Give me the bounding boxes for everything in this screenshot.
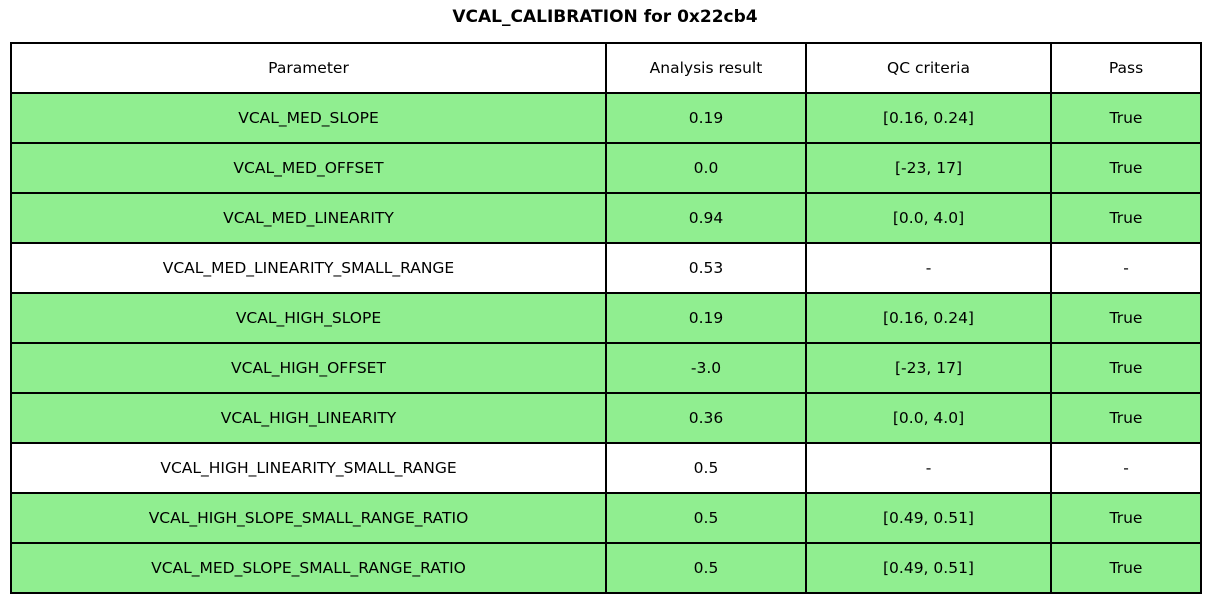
table-row: VCAL_MED_LINEARITY_SMALL_RANGE 0.53- -	[10, 242, 1202, 294]
table-row: VCAL_MED_LINEARITY 0.94 [0.0, 4.0] True	[10, 192, 1202, 244]
table-row: VCAL_MED_SLOPE_SMALL_RANGE_RATIO 0.5 [0.49…	[10, 542, 1202, 594]
analysis-result-cell: 0.19	[605, 92, 807, 144]
qc-criteria-cell: -	[805, 442, 1052, 494]
table-row: VCAL_HIGH_SLOPE_SMALL_RANGE_RATIO 0.5 [0.4…	[10, 492, 1202, 544]
qc-criteria-cell: -	[805, 242, 1052, 294]
analysis-result-cell: 0.5	[605, 542, 807, 594]
analysis-result-cell: -3.0	[605, 342, 807, 394]
qc-results-table: Parameter Analysis result QC criteria Pa…	[10, 42, 1202, 594]
table-body: VCAL_MED_SLOPE 0.19 [0.16, 0.24] True VCAL_M…	[10, 92, 1202, 594]
header-row: Parameter Analysis result QC criteria Pa…	[10, 42, 1202, 94]
parameter-cell: VCAL_MED_SLOPE	[10, 92, 607, 144]
column-header-parameter: Parameter	[10, 42, 607, 94]
table-row: VCAL_MED_OFFSET 0.0 [-23, 17] True	[10, 142, 1202, 194]
pass-cell: True	[1050, 392, 1202, 444]
analysis-result-cell: 0.5	[605, 492, 807, 544]
parameter-cell: VCAL_HIGH_SLOPE_SMALL_RANGE_RATIO	[10, 492, 607, 544]
pass-cell: True	[1050, 92, 1202, 144]
table-header: Parameter Analysis result QC criteria Pa…	[10, 42, 1202, 94]
pass-cell: True	[1050, 142, 1202, 194]
pass-cell: True	[1050, 542, 1202, 594]
parameter-cell: VCAL_MED_LINEARITY_SMALL_RANGE	[10, 242, 607, 294]
qc-criteria-cell: [0.16, 0.24]	[805, 92, 1052, 144]
table-row: VCAL_HIGH_LINEARITY_SMALL_RANGE 0.5- -	[10, 442, 1202, 494]
column-header-qc-criteria: QC criteria	[805, 42, 1052, 94]
qc-criteria-cell: [-23, 17]	[805, 142, 1052, 194]
parameter-cell: VCAL_MED_SLOPE_SMALL_RANGE_RATIO	[10, 542, 607, 594]
pass-cell: True	[1050, 492, 1202, 544]
parameter-cell: VCAL_HIGH_LINEARITY_SMALL_RANGE	[10, 442, 607, 494]
table-row: VCAL_HIGH_SLOPE 0.19 [0.16, 0.24] True	[10, 292, 1202, 344]
qc-criteria-cell: [0.49, 0.51]	[805, 492, 1052, 544]
table-row: VCAL_MED_SLOPE 0.19 [0.16, 0.24] True	[10, 92, 1202, 144]
qc-criteria-cell: [0.49, 0.51]	[805, 542, 1052, 594]
analysis-result-cell: 0.53	[605, 242, 807, 294]
pass-cell: -	[1050, 242, 1202, 294]
parameter-cell: VCAL_MED_OFFSET	[10, 142, 607, 194]
parameter-cell: VCAL_HIGH_OFFSET	[10, 342, 607, 394]
pass-cell: True	[1050, 192, 1202, 244]
qc-criteria-cell: [0.0, 4.0]	[805, 392, 1052, 444]
pass-cell: True	[1050, 292, 1202, 344]
table-row: VCAL_HIGH_OFFSET -3.0 [-23, 17] True	[10, 342, 1202, 394]
analysis-result-cell: 0.5	[605, 442, 807, 494]
table-row: VCAL_HIGH_LINEARITY 0.36 [0.0, 4.0] True	[10, 392, 1202, 444]
pass-cell: -	[1050, 442, 1202, 494]
qc-criteria-cell: [0.0, 4.0]	[805, 192, 1052, 244]
analysis-result-cell: 0.36	[605, 392, 807, 444]
column-header-analysis-result: Analysis result	[605, 42, 807, 94]
parameter-cell: VCAL_HIGH_SLOPE	[10, 292, 607, 344]
analysis-result-cell: 0.94	[605, 192, 807, 244]
pass-cell: True	[1050, 342, 1202, 394]
analysis-result-cell: 0.0	[605, 142, 807, 194]
qc-criteria-cell: [-23, 17]	[805, 342, 1052, 394]
column-header-pass: Pass	[1050, 42, 1202, 94]
parameter-cell: VCAL_HIGH_LINEARITY	[10, 392, 607, 444]
chart-title: VCAL_CALIBRATION for 0x22cb4	[452, 7, 758, 27]
qc-criteria-cell: [0.16, 0.24]	[805, 292, 1052, 344]
parameter-cell: VCAL_MED_LINEARITY	[10, 192, 607, 244]
analysis-result-cell: 0.19	[605, 292, 807, 344]
